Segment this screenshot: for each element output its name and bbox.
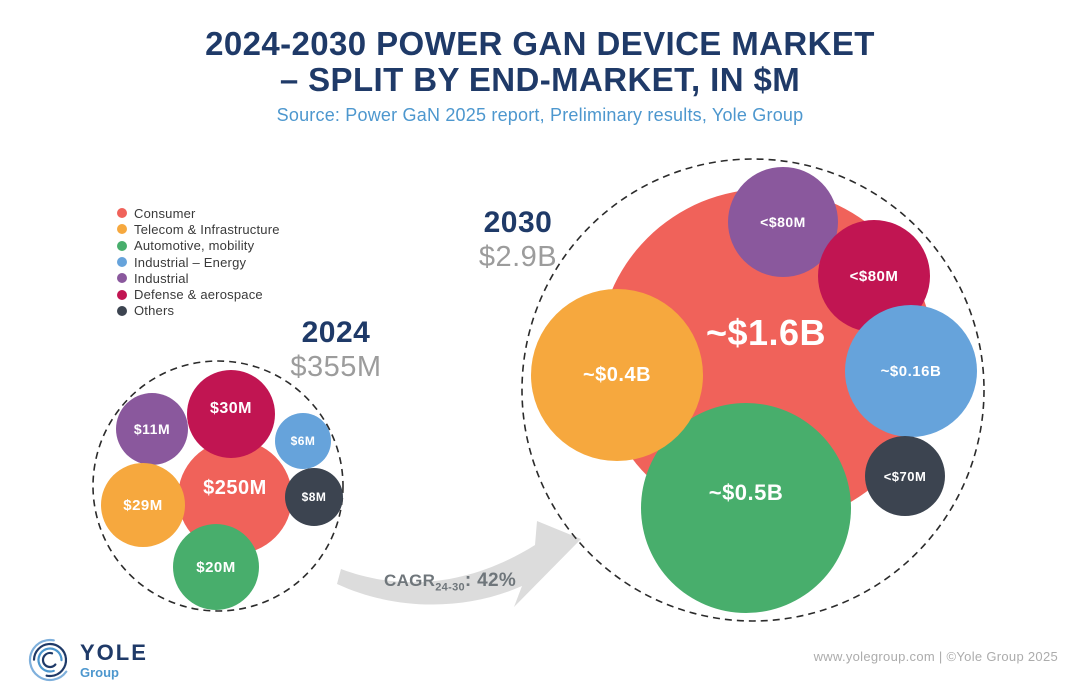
logo-wordmark: YOLE [80,639,148,665]
bubble-value-label: $8M [301,490,327,504]
footer-credit: www.yolegroup.com | ©Yole Group 2025 [813,649,1058,664]
cluster-outline-2024 [92,360,344,612]
bubble-2030-others: <$70M [865,436,945,516]
bubble-value-label: $20M [196,558,236,576]
cluster-label-2030: 2030 $2.9B [458,206,578,274]
logo-text: YOLE Group [80,639,148,680]
legend-label: Others [134,303,175,319]
source-subtitle: Source: Power GaN 2025 report, Prelimina… [276,104,804,125]
bubble-value-label: <$80M [849,267,899,285]
bubble-2030-automotive-mobility: ~$0.5B [641,403,851,613]
bubble-value-label: ~$0.4B [582,363,652,386]
legend-item-telecom-infrastructure: Telecom & Infrastructure [117,221,280,237]
legend-dot-industrial-energy [117,257,127,268]
bubble-value-label: $30M [209,400,253,417]
header: 2024-2030 POWER GAN DEVICE MARKET – SPLI… [0,26,1080,126]
legend-label: Industrial [134,270,189,286]
bubble-value-label: $250M [203,476,267,499]
bubble-value-label: <$70M [883,468,927,484]
bubble-2024-automotive-mobility: $20M [173,524,259,610]
legend: Consumer Telecom & Infrastructure Automoti… [117,205,280,319]
bubble-value-label: $29M [123,496,163,514]
bubble-value-label: $6M [290,434,316,448]
cagr-label: CAGR24-30: 42% [384,570,516,593]
legend-label: Automotive, mobility [134,238,255,254]
legend-item-consumer: Consumer [117,205,280,221]
bubble-2024-telecom-infrastructure: $29M [101,463,185,547]
logo-subtext: Group [80,664,119,680]
legend-dot-defense-aerospace [117,289,127,300]
legend-item-defense-aerospace: Defense & aerospace [117,286,280,302]
page-title: 2024-2030 POWER GAN DEVICE MARKET – SPLI… [0,26,1080,98]
yole-logo-mark-icon [28,638,72,682]
bubble-2024-industrial-energy: $6M [275,413,331,469]
legend-dot-consumer [117,208,127,219]
bubble-2024-defense-aerospace: $30M [187,370,275,458]
year-label-2024: 2024 [301,316,371,349]
legend-item-industrial: Industrial [117,270,280,286]
bubble-value-label: ~$1.6B [705,312,827,353]
total-label-2030: $2.9B [478,241,558,273]
bubble-value-label: ~$0.16B [880,362,942,380]
bubble-value-label: <$80M [760,214,806,230]
bubble-2030-telecom-infrastructure: ~$0.4B [531,289,703,461]
legend-dot-telecom-infrastructure [117,224,127,235]
bubble-2024-others: $8M [285,468,343,526]
title-line-1: 2024-2030 POWER GAN DEVICE MARKET [205,25,875,62]
legend-dot-others [117,305,127,316]
legend-label: Defense & aerospace [134,287,263,303]
cagr-prefix: CAGR [384,571,436,590]
yole-logo: YOLE Group [28,638,148,682]
legend-item-industrial-energy: Industrial – Energy [117,254,280,270]
legend-label: Telecom & Infrastructure [134,221,280,237]
legend-dot-industrial [117,273,127,284]
title-line-2: – SPLIT BY END-MARKET, IN $M [279,60,801,98]
legend-label: Industrial – Energy [134,254,247,270]
cluster-label-2024: 2024 $355M [276,316,396,384]
legend-label: Consumer [134,205,196,221]
bubble-value-label: $11M [133,421,171,437]
bubble-2024-industrial: $11M [116,393,188,465]
legend-item-automotive-mobility: Automotive, mobility [117,238,280,254]
cluster-outline-2030 [521,158,985,622]
bubble-value-label: ~$0.5B [708,480,784,505]
total-label-2024: $355M [290,351,382,383]
bubble-2030-industrial-energy: ~$0.16B [845,305,977,437]
legend-dot-automotive-mobility [117,240,127,251]
cagr-value: : 42% [464,570,517,591]
cagr-subscript: 24-30 [435,581,465,594]
legend-item-others: Others [117,303,280,319]
growth-arrow-icon [337,521,581,607]
year-label-2030: 2030 [483,206,553,239]
